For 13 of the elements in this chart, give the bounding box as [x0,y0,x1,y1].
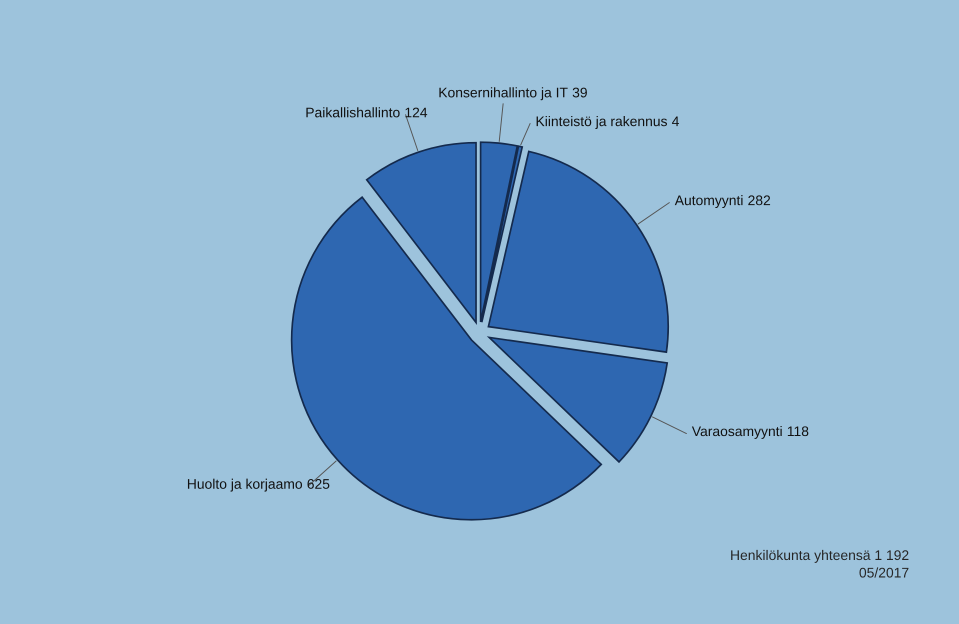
text: 05/2017 [859,567,908,578]
data-label: 282 [748,195,770,206]
data-label: 118 [788,426,808,436]
data-label: 124 [405,108,428,118]
slice-label: Paikallishallinto [306,107,400,118]
data-label: 39 [572,88,587,98]
slice-label: Varaosamyynti [692,426,782,439]
slice-label: Automyynti [674,195,742,208]
text: Henkilökunta yhteensä 1 192 [731,550,908,563]
slice-label: Konsernihallinto ja IT [439,87,568,100]
data-label: 4 [672,116,679,126]
slice-label: Kiinteistö ja rakennus [536,116,667,129]
slice-label: Huolto ja korjaamo [188,478,302,492]
